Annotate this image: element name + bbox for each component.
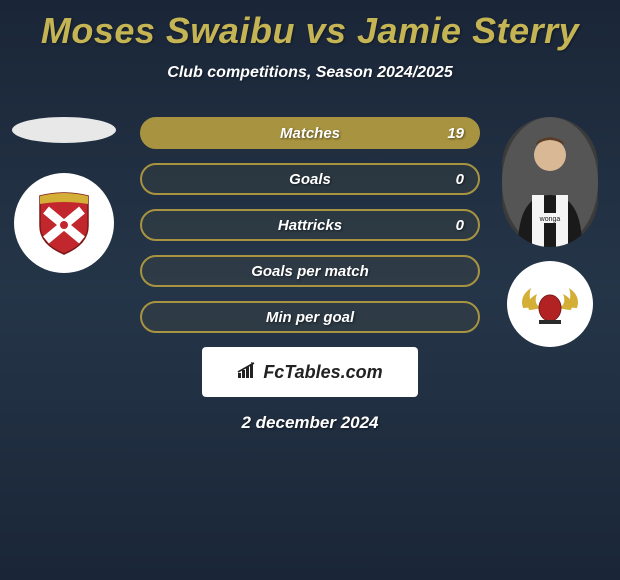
stat-label: Goals <box>289 171 331 188</box>
stat-label: Hattricks <box>278 217 342 234</box>
player-left-placeholder <box>12 117 116 143</box>
comparison-date: 2 december 2024 <box>0 413 620 433</box>
comparison-subtitle: Club competitions, Season 2024/2025 <box>0 64 620 82</box>
stat-label: Matches <box>280 125 340 142</box>
stat-row-hattricks: Hattricks 0 <box>140 209 480 241</box>
player-left-column <box>8 117 120 273</box>
stat-value-right: 0 <box>456 217 464 234</box>
stat-label: Min per goal <box>266 309 354 326</box>
stat-value-right: 0 <box>456 171 464 188</box>
stat-row-goals: Goals 0 <box>140 163 480 195</box>
wings-icon <box>517 278 583 331</box>
club-badge-left <box>14 173 114 273</box>
comparison-title: Moses Swaibu vs Jamie Sterry <box>0 0 620 52</box>
stat-label: Goals per match <box>251 263 369 280</box>
stats-list: Matches 19 Goals 0 Hattricks 0 Goals per… <box>140 117 480 333</box>
comparison-body: wonga Matches 19 Goals 0 <box>0 117 620 433</box>
bar-chart-icon <box>237 361 259 384</box>
source-logo: FcTables.com <box>202 347 418 397</box>
stat-value-right: 19 <box>447 125 464 142</box>
logo-text: FcTables.com <box>237 361 382 384</box>
player-right-column: wonga <box>500 117 600 347</box>
svg-text:wonga: wonga <box>539 216 561 223</box>
stat-row-min-per-goal: Min per goal <box>140 301 480 333</box>
player-right-photo: wonga <box>502 117 598 247</box>
stat-row-goals-per-match: Goals per match <box>140 255 480 287</box>
logo-label: FcTables.com <box>263 362 382 383</box>
shield-icon <box>36 190 92 256</box>
stat-row-matches: Matches 19 <box>140 117 480 149</box>
club-badge-right <box>507 261 593 347</box>
